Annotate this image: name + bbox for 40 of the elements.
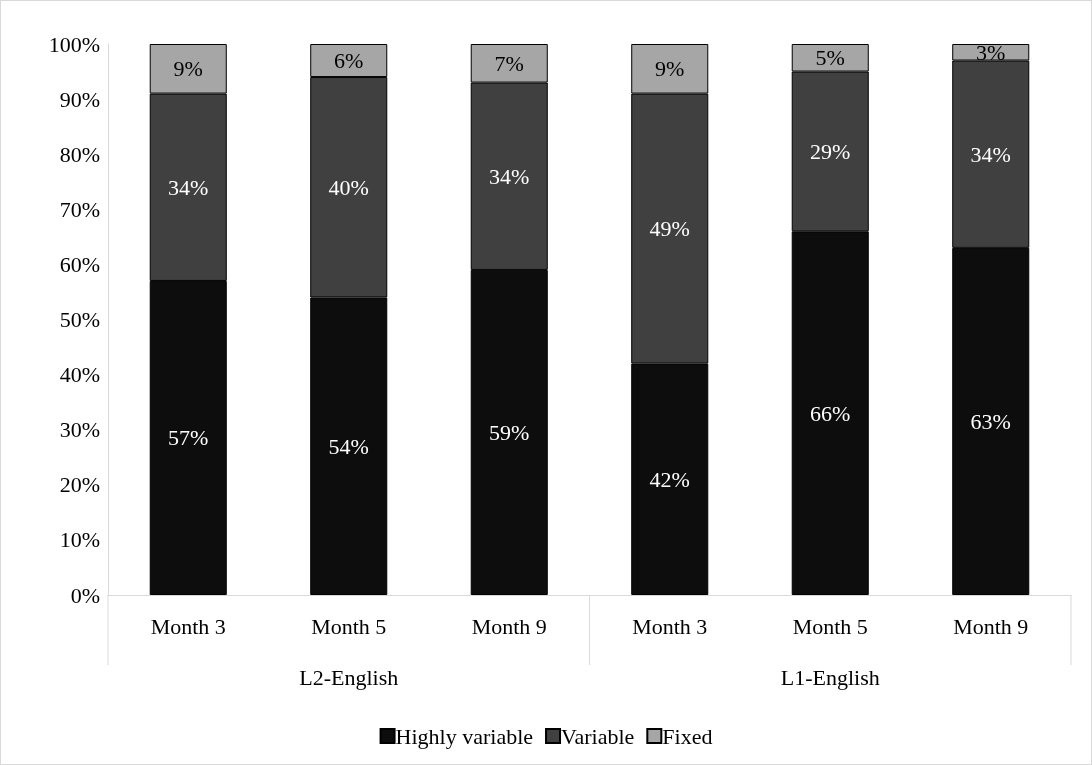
x-tick-label: Month 9	[953, 613, 1029, 639]
y-tick-label: 100%	[48, 31, 100, 57]
y-tick-label: 20%	[59, 472, 100, 498]
y-tick-label: 30%	[59, 417, 100, 443]
y-tick-label: 70%	[59, 196, 100, 222]
y-tick-label: 0%	[70, 582, 100, 608]
y-tick-label: 80%	[59, 141, 100, 167]
data-label: 49%	[649, 216, 690, 242]
data-label: 9%	[655, 56, 685, 82]
data-label: 66%	[810, 400, 851, 426]
legend-label: Highly variable	[395, 723, 534, 749]
data-label: 7%	[494, 50, 524, 76]
text: L2-English	[299, 664, 399, 690]
data-label: 9%	[173, 56, 203, 82]
x-tick-label: Month 9	[471, 613, 547, 639]
y-tick-label: 60%	[59, 251, 100, 277]
data-label: 34%	[168, 174, 209, 200]
x-tick-label: Month 5	[792, 613, 868, 639]
data-label: 42%	[649, 466, 690, 492]
y-tick-label: 10%	[59, 527, 100, 553]
data-label: 59%	[489, 419, 530, 445]
data-label: 3%	[976, 39, 1006, 65]
x-tick-label: Month 3	[150, 613, 226, 639]
x-tick-label: Month 5	[311, 613, 387, 639]
data-label: 54%	[328, 433, 369, 459]
data-label: 57%	[168, 425, 209, 451]
y-tick-label: 50%	[59, 307, 100, 332]
data-label: 40%	[328, 174, 369, 200]
y-tick-label: 40%	[59, 362, 100, 388]
data-label: 34%	[489, 163, 530, 189]
legend-label: Fixed	[662, 723, 713, 749]
data-label: 29%	[810, 138, 851, 164]
legend-label: Variable	[561, 723, 635, 749]
x-tick-label: Month 3	[632, 613, 708, 639]
data-label: 34%	[970, 141, 1011, 167]
text: L1-English	[780, 664, 880, 690]
data-label: 5%	[815, 45, 845, 71]
data-label: 6%	[334, 48, 364, 74]
data-label: 63%	[970, 408, 1011, 434]
y-tick-label: 90%	[59, 86, 100, 112]
